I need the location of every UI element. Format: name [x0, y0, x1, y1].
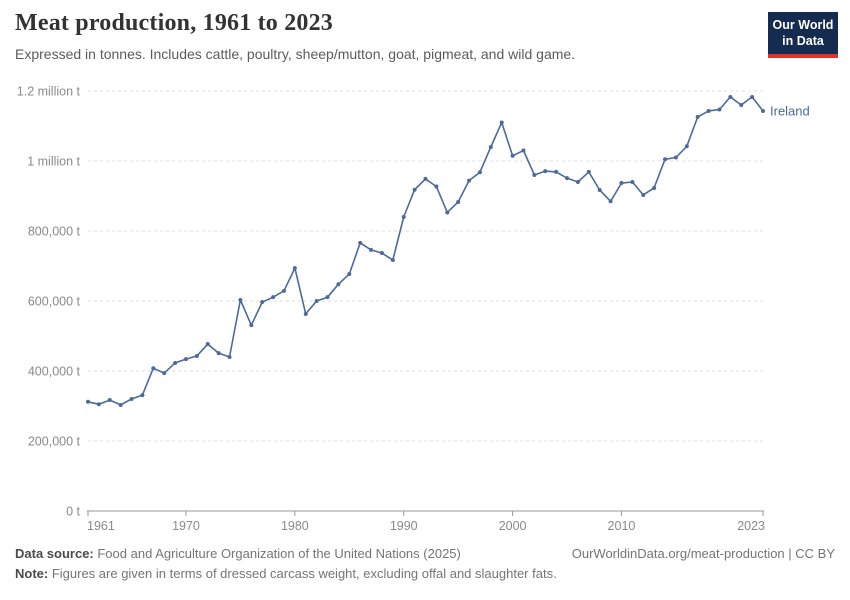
owid-cc-link[interactable]: OurWorldinData.org/meat-production | CC …	[571, 546, 835, 561]
page-title: Meat production, 1961 to 2023	[15, 10, 334, 36]
y-axis-tick-label: 600,000 t	[28, 295, 81, 309]
data-point[interactable]	[565, 176, 570, 181]
data-point[interactable]	[521, 148, 526, 153]
data-point[interactable]	[194, 353, 199, 358]
data-point[interactable]	[761, 108, 765, 113]
data-point[interactable]	[467, 178, 472, 183]
data-point[interactable]	[586, 169, 591, 174]
chart-subtitle: Expressed in tonnes. Includes cattle, po…	[15, 46, 576, 62]
data-point[interactable]	[477, 170, 482, 175]
data-point[interactable]	[499, 120, 504, 125]
data-point[interactable]	[445, 210, 450, 215]
data-point[interactable]	[379, 251, 384, 256]
data-point[interactable]	[652, 185, 657, 190]
data-point[interactable]	[249, 323, 254, 328]
chart-footer: Data source: Food and Agriculture Organi…	[15, 546, 835, 581]
data-point[interactable]	[554, 169, 559, 174]
data-point[interactable]	[86, 399, 90, 404]
data-point[interactable]	[673, 155, 678, 160]
y-axis-tick-label: 0 t	[66, 505, 80, 519]
x-axis-tick-label: 1990	[390, 519, 418, 533]
x-axis-tick-label: 2010	[608, 519, 636, 533]
data-point[interactable]	[183, 357, 188, 362]
x-axis-tick-label: 1970	[172, 519, 200, 533]
data-point[interactable]	[118, 402, 123, 407]
data-point[interactable]	[347, 272, 352, 277]
data-point[interactable]	[706, 108, 711, 113]
data-point[interactable]	[597, 188, 602, 193]
chart-svg[interactable]: 0 t 200,000 t 400,000 t 600,000 t 800,000 t 1…	[0, 70, 850, 540]
data-point[interactable]	[129, 397, 134, 401]
data-point[interactable]	[216, 351, 221, 356]
data-point[interactable]	[303, 311, 308, 316]
data-point[interactable]	[510, 153, 515, 158]
y-axis-tick-label: 400,000 t	[28, 365, 81, 379]
data-point[interactable]	[390, 258, 395, 263]
data-point[interactable]	[641, 192, 646, 197]
data-source-label: Data source:	[15, 546, 94, 561]
data-point[interactable]	[336, 282, 341, 287]
data-point[interactable]	[532, 173, 537, 177]
x-axis-tick-label: 1961	[87, 519, 115, 533]
data-point[interactable]	[401, 215, 406, 219]
note-line: Note: Figures are given in terms of dres…	[15, 566, 835, 581]
data-point[interactable]	[358, 240, 363, 245]
x-axis-tick-label: 1980	[281, 519, 309, 533]
y-axis-tick-label: 1 million t	[27, 155, 80, 169]
data-point[interactable]	[695, 114, 700, 119]
data-point[interactable]	[619, 181, 624, 186]
data-point[interactable]	[434, 184, 439, 189]
data-source-line: Data source: Food and Agriculture Organi…	[15, 546, 461, 561]
data-line[interactable]	[87, 96, 764, 406]
entity-label[interactable]: Ireland	[770, 103, 810, 118]
data-point[interactable]	[227, 355, 232, 359]
data-point[interactable]	[684, 144, 689, 149]
data-point[interactable]	[140, 393, 145, 398]
y-axis-tick-label: 1.2 million t	[17, 85, 81, 99]
data-point[interactable]	[96, 402, 101, 407]
owid-logo-line2: in Data	[782, 33, 824, 48]
data-point[interactable]	[173, 360, 178, 365]
data-point[interactable]	[271, 295, 276, 300]
data-point[interactable]	[423, 176, 428, 181]
data-point[interactable]	[107, 398, 112, 403]
data-point[interactable]	[488, 145, 493, 149]
data-point[interactable]	[238, 297, 243, 302]
data-point[interactable]	[630, 180, 635, 184]
data-point[interactable]	[608, 199, 613, 204]
note-text: Figures are given in terms of dressed ca…	[48, 566, 557, 581]
data-point[interactable]	[739, 103, 744, 107]
data-point[interactable]	[717, 107, 722, 112]
data-point[interactable]	[663, 157, 668, 162]
data-point[interactable]	[325, 295, 330, 300]
data-point[interactable]	[292, 266, 297, 271]
owid-logo: Our World in Data	[768, 12, 838, 59]
note-label: Note:	[15, 566, 49, 581]
data-point[interactable]	[314, 299, 319, 303]
data-point[interactable]	[151, 366, 156, 371]
data-point[interactable]	[281, 288, 286, 293]
data-point[interactable]	[543, 169, 548, 174]
data-point[interactable]	[412, 187, 417, 192]
data-point[interactable]	[205, 342, 210, 347]
data-point[interactable]	[728, 94, 733, 99]
chart-area[interactable]: 0 t 200,000 t 400,000 t 600,000 t 800,000 t 1…	[0, 70, 850, 540]
data-point[interactable]	[162, 371, 167, 376]
owid-logo-line1: Our World	[772, 18, 834, 32]
data-source-text: Food and Agriculture Organization of the…	[93, 546, 461, 561]
chart-header: Meat production, 1961 to 2023 Expressed …	[15, 10, 755, 62]
data-point[interactable]	[575, 180, 580, 184]
x-axis-tick-label: 2000	[499, 519, 527, 533]
owid-logo-red-bar	[768, 54, 838, 59]
data-point[interactable]	[369, 247, 374, 252]
data-point[interactable]	[456, 199, 461, 204]
owid-logo-box: Our World in Data	[768, 12, 838, 55]
y-axis-tick-label: 800,000 t	[28, 225, 81, 239]
data-point[interactable]	[750, 94, 755, 99]
y-axis-tick-label: 200,000 t	[28, 435, 81, 449]
x-axis-tick-label: 2023	[737, 519, 765, 533]
data-point[interactable]	[260, 300, 265, 305]
